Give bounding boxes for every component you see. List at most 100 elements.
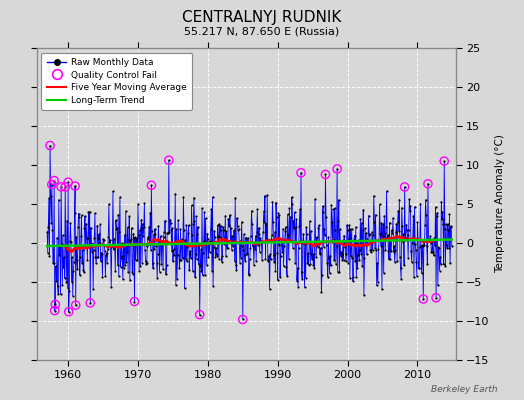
Point <box>227 247 236 253</box>
Point <box>221 238 229 244</box>
Point <box>204 236 212 242</box>
Point <box>134 201 142 207</box>
Point <box>233 223 242 229</box>
Point <box>101 247 109 254</box>
Point <box>309 241 317 248</box>
Point <box>372 212 380 218</box>
Point <box>307 228 315 234</box>
Point <box>261 256 270 263</box>
Point <box>134 231 143 238</box>
Point <box>228 243 237 249</box>
Point <box>435 267 444 274</box>
Point <box>440 261 448 268</box>
Point <box>409 236 417 242</box>
Point <box>210 244 218 250</box>
Point <box>347 226 356 232</box>
Point <box>148 260 157 266</box>
Point <box>46 142 54 149</box>
Point <box>269 219 277 225</box>
Point <box>285 256 293 262</box>
Point <box>355 257 364 263</box>
Point <box>415 265 423 272</box>
Point <box>224 216 233 222</box>
Point <box>257 238 266 244</box>
Point <box>50 178 58 184</box>
Point <box>445 244 453 251</box>
Point <box>359 206 367 213</box>
Point <box>226 212 234 218</box>
Point <box>237 219 246 225</box>
Point <box>167 220 175 227</box>
Point <box>109 188 117 195</box>
Point <box>155 268 163 275</box>
Point <box>116 194 124 200</box>
Point <box>341 239 349 246</box>
Point <box>127 225 136 231</box>
Point <box>293 265 302 271</box>
Point <box>410 274 418 280</box>
Point <box>244 235 252 241</box>
Point <box>128 269 136 275</box>
Point <box>337 249 345 255</box>
Point <box>282 224 290 230</box>
Point <box>368 229 376 236</box>
Point <box>104 246 112 252</box>
Point <box>248 221 256 228</box>
Point <box>333 166 341 172</box>
Point <box>195 312 204 318</box>
Point <box>284 232 292 238</box>
Point <box>135 268 144 274</box>
Point <box>78 260 86 266</box>
Point <box>45 252 53 259</box>
Point <box>383 234 391 240</box>
Point <box>181 237 189 243</box>
Point <box>104 233 113 240</box>
Point <box>396 264 405 271</box>
Point <box>421 222 429 228</box>
Point <box>201 272 209 278</box>
Point <box>188 232 196 238</box>
Point <box>107 243 116 249</box>
Point <box>168 248 176 254</box>
Point <box>369 192 378 199</box>
Point <box>256 248 264 255</box>
Point <box>325 270 334 276</box>
Point <box>178 236 186 243</box>
Point <box>168 224 177 231</box>
Point <box>414 235 422 242</box>
Point <box>264 257 272 264</box>
Point <box>319 209 327 215</box>
Point <box>441 226 449 232</box>
Point <box>311 238 320 244</box>
Point <box>78 212 86 218</box>
Point <box>437 198 445 205</box>
Point <box>173 276 181 283</box>
Point <box>268 198 277 205</box>
Point <box>231 194 239 201</box>
Point <box>96 221 104 228</box>
Point <box>60 275 69 281</box>
Point <box>186 251 194 258</box>
Point <box>433 210 441 216</box>
Point <box>398 204 406 211</box>
Point <box>413 219 422 226</box>
Point <box>434 244 443 250</box>
Point <box>445 211 454 218</box>
Point <box>73 266 82 273</box>
Point <box>173 251 182 258</box>
Point <box>349 274 357 280</box>
Point <box>262 220 270 227</box>
Point <box>202 262 211 268</box>
Point <box>285 205 293 212</box>
Point <box>351 232 359 239</box>
Point <box>114 211 123 218</box>
Point <box>429 248 438 255</box>
Point <box>220 241 228 247</box>
Point <box>331 226 340 233</box>
Point <box>61 184 69 190</box>
Point <box>421 196 430 203</box>
Point <box>403 227 411 233</box>
Point <box>357 250 365 257</box>
Point <box>200 238 208 244</box>
Point <box>67 239 75 245</box>
